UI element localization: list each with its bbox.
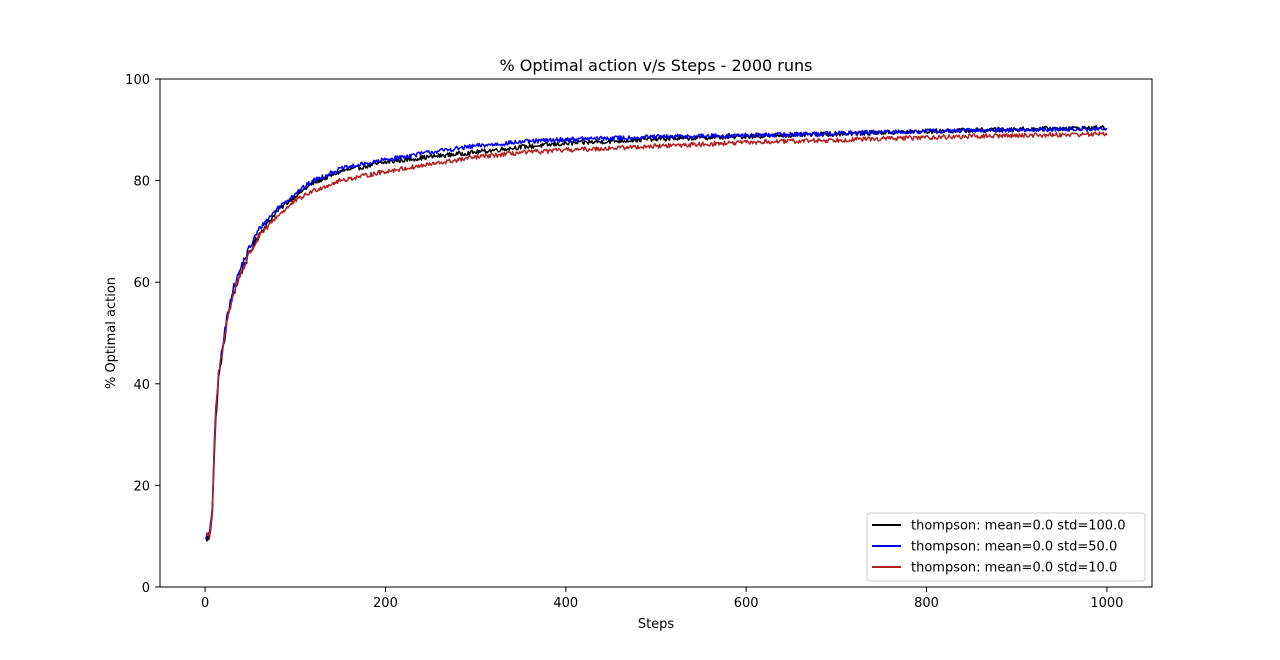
y-tick-label: 20	[133, 479, 150, 494]
y-tick-label: 80	[133, 175, 150, 190]
x-tick-label: 200	[373, 596, 398, 611]
x-tick-label: 0	[201, 596, 209, 611]
legend: thompson: mean=0.0 std=100.0 thompson: me…	[866, 512, 1146, 582]
plot-area	[205, 124, 1108, 542]
series-line-2	[205, 126, 1108, 540]
x-tick-label: 1000	[1090, 596, 1123, 611]
plot-frame	[159, 78, 1153, 588]
series-line-3	[205, 131, 1108, 538]
legend-label-1: thompson: mean=0.0 std=100.0	[911, 519, 1125, 534]
legend-label-2: thompson: mean=0.0 std=50.0	[911, 540, 1117, 555]
x-tick-label: 800	[914, 596, 939, 611]
x-axis-label: Steps	[638, 617, 675, 632]
y-axis-label: % Optimal action	[104, 277, 119, 389]
y-axis: 0 20 40 60 80 100	[125, 73, 160, 596]
x-tick-label: 400	[553, 596, 578, 611]
legend-label-3: thompson: mean=0.0 std=10.0	[911, 561, 1117, 576]
y-tick-label: 40	[133, 378, 150, 393]
x-axis: 0 200 400 600 800 1000	[201, 587, 1123, 611]
legend-box	[866, 512, 1146, 582]
chart-title: % Optimal action v/s Steps - 2000 runs	[499, 56, 812, 75]
x-tick-label: 600	[734, 596, 759, 611]
y-tick-label: 100	[125, 73, 150, 88]
y-tick-label: 60	[133, 276, 150, 291]
y-tick-label: 0	[142, 581, 150, 596]
